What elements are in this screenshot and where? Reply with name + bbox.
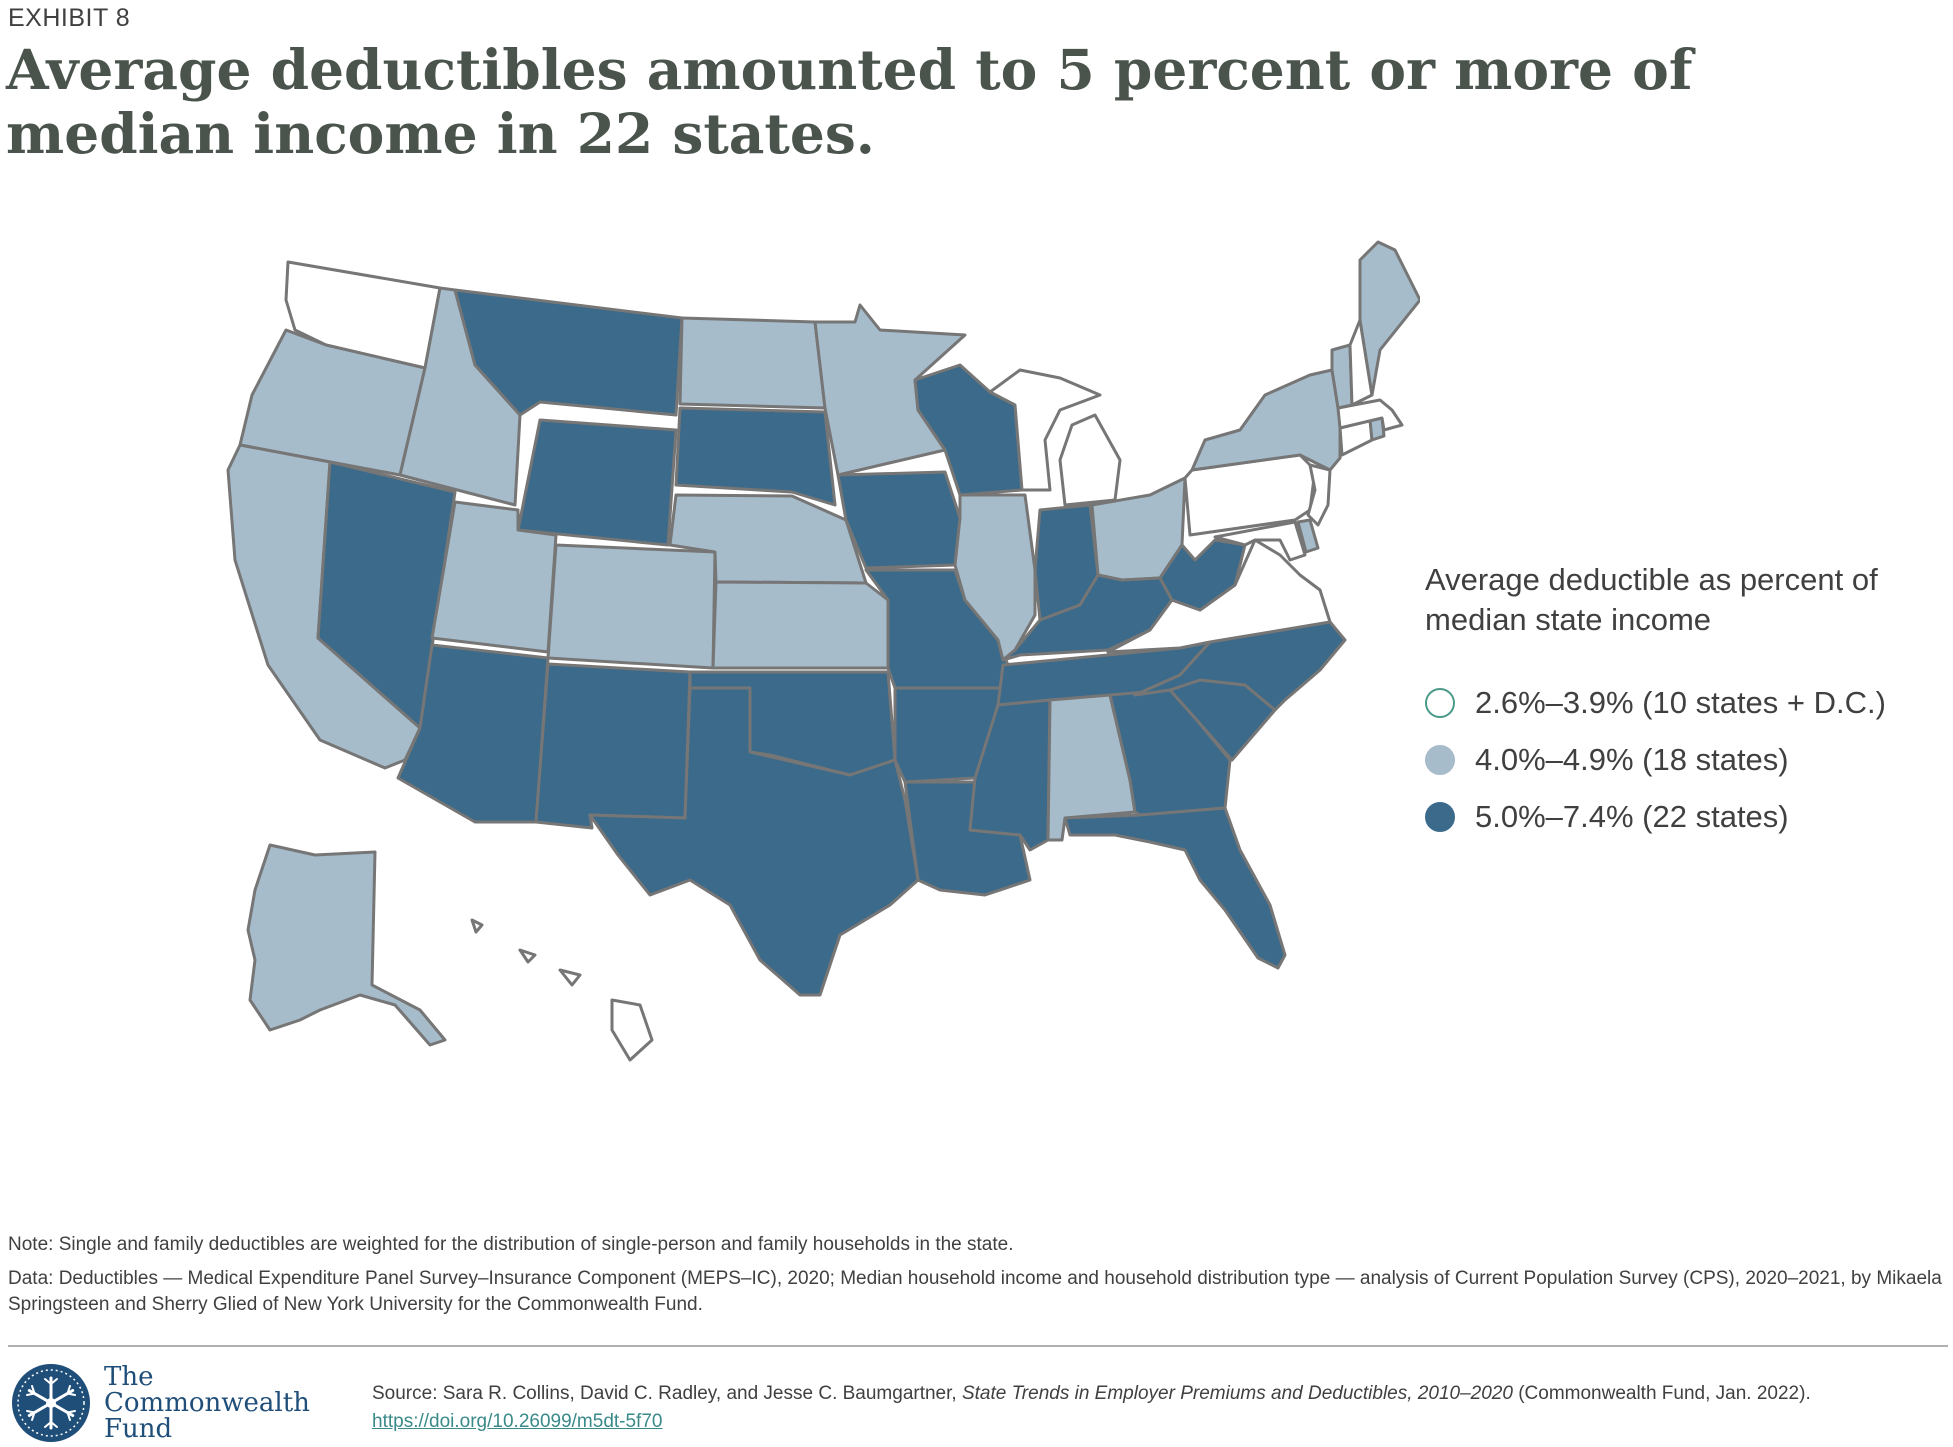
source-citation: Source: Sara R. Collins, David C. Radley… xyxy=(372,1380,1942,1436)
state-MD xyxy=(1213,520,1307,562)
state-UT xyxy=(430,500,558,654)
footer-divider xyxy=(8,1345,1948,1347)
map-legend: Average deductible as percent of median … xyxy=(1425,560,1925,845)
page-title: Average deductibles amounted to 5 percen… xyxy=(6,37,1693,166)
logo-wordmark: The Commonwealth Fund xyxy=(104,1364,310,1442)
state-NC xyxy=(1133,620,1347,712)
us-choropleth-map xyxy=(226,240,1420,1062)
legend-swatch-high xyxy=(1425,801,1455,832)
state-TX xyxy=(588,686,920,997)
state-HI xyxy=(470,918,654,1062)
source-doi-link[interactable]: https://doi.org/10.26099/m5dt-5f70 xyxy=(372,1411,663,1432)
state-KS xyxy=(711,580,890,670)
commonwealth-fund-logo: The Commonwealth Fund xyxy=(10,1362,310,1444)
source-suffix: (Commonwealth Fund, Jan. 2022). xyxy=(1512,1383,1811,1404)
state-MA xyxy=(1336,398,1404,432)
state-NY xyxy=(1190,368,1342,472)
state-AK xyxy=(246,843,447,1047)
snowflake-seal-icon xyxy=(12,1364,90,1442)
logo-line-3: Fund xyxy=(104,1414,173,1444)
state-AZ xyxy=(396,643,550,824)
state-FL xyxy=(1063,806,1287,970)
legend-label-high: 5.0%–7.4% (22 states) xyxy=(1475,798,1789,834)
data-text: Data: Deductibles — Medical Expenditure … xyxy=(8,1268,1942,1315)
legend-swatch-low xyxy=(1425,687,1455,718)
state-DE xyxy=(1296,518,1320,554)
legend-item-low: 2.6%–3.9% (10 states + D.C.) xyxy=(1425,674,1925,731)
legend-item-high: 5.0%–7.4% (22 states) xyxy=(1425,788,1925,845)
legend-swatch-mid xyxy=(1425,744,1455,775)
legend-title: Average deductible as percent of median … xyxy=(1425,562,1878,637)
logo-line-1: The xyxy=(104,1362,154,1392)
state-NM xyxy=(534,662,692,830)
legend-label-low: 2.6%–3.9% (10 states + D.C.) xyxy=(1475,684,1886,720)
state-SD xyxy=(674,406,837,507)
exhibit-label: EXHIBIT 8 xyxy=(8,4,131,32)
logo-line-2: Commonwealth xyxy=(104,1388,310,1418)
source-prefix: Source: Sara R. Collins, David C. Radley… xyxy=(372,1383,962,1404)
state-VT xyxy=(1330,343,1354,410)
state-ND xyxy=(678,316,827,410)
notes-section: Note: Single and family deductibles are … xyxy=(8,1232,1948,1326)
legend-item-mid: 4.0%–4.9% (18 states) xyxy=(1425,731,1925,788)
state-ME xyxy=(1358,240,1420,397)
legend-label-mid: 4.0%–4.9% (18 states) xyxy=(1475,741,1789,777)
source-title: State Trends in Employer Premiums and De… xyxy=(961,1383,1513,1404)
state-WY xyxy=(516,418,678,547)
state-CO xyxy=(546,543,717,670)
note-text: Note: Single and family deductibles are … xyxy=(8,1234,1014,1255)
